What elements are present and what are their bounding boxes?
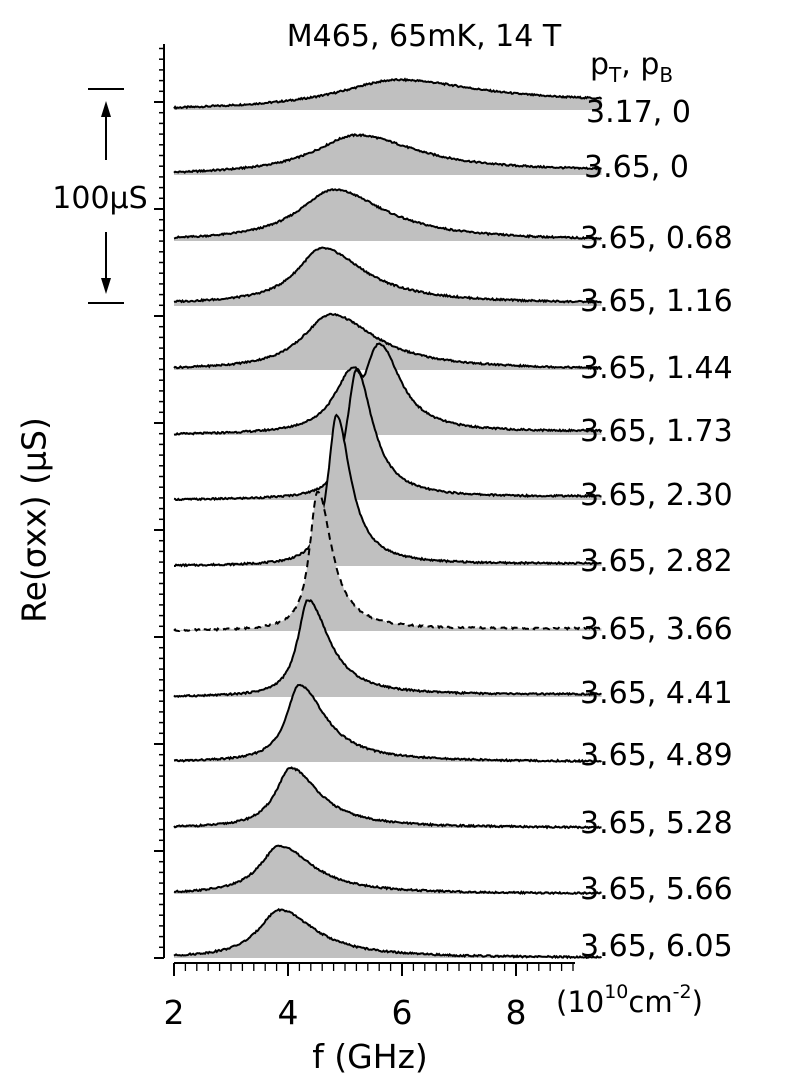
series-line [173,369,602,502]
series-fill [174,247,602,306]
scale-bar: 100μS [52,88,148,304]
density-unit-c: ) [692,985,703,1019]
scale-bar-up-arrow [101,101,111,117]
density-unit-a: (10 [556,985,604,1019]
series-line [173,907,603,960]
series-label: 3.65, 0.68 [580,221,733,256]
x-tick-label: 6 [392,993,413,1032]
x-tick-label: 2 [164,993,185,1032]
series-line-dashed [173,490,602,633]
series-line [173,766,602,830]
series-label: 3.65, 4.41 [580,676,733,711]
series-fill [174,684,602,762]
series-label: 3.65, 1.16 [580,284,733,319]
series-line [174,413,602,568]
x-tick-label: 8 [506,993,527,1032]
legend-header-sub2: B [659,63,673,87]
scale-bar-label: 100μS [52,181,147,216]
series-label: 3.65, 6.05 [580,929,733,964]
series-label: 3.65, 1.73 [580,414,733,449]
series-label: 3.65, 2.82 [580,544,733,579]
series-label: 3.65, 5.28 [580,806,733,841]
series-label: 3.65, 5.66 [580,872,733,907]
axes [154,44,575,976]
series-label: 3.65, 1.44 [580,351,733,386]
series-fill [174,343,602,435]
density-unit-exp2: -2 [673,981,692,1003]
x-tick-labels: 2 4 6 8 [164,993,527,1032]
series-line [173,133,602,174]
series-fill [174,370,602,500]
density-unit-label: (1010cm-2) [556,981,703,1019]
series-fill [174,189,602,241]
series-fill [174,845,602,894]
series-line [173,312,603,371]
legend-header-sub1: T [608,63,622,87]
series-fill [174,313,602,370]
series-line [173,246,603,305]
series-label: 3.65, 2.30 [580,478,733,513]
series-line [173,844,602,896]
chart-title: M465, 65mK, 14 T [287,19,562,54]
series-fill [174,600,602,697]
series-label: 3.65, 4.89 [580,738,733,773]
series-line [173,342,603,436]
series-label: 3.65, 3.66 [580,612,733,647]
series-fill [174,909,602,958]
y-axis-label: Re(σxx) (μS) [15,417,54,623]
series-line [173,188,603,241]
x-axis-label: f (GHz) [312,1037,428,1076]
series-line [173,77,603,110]
legend-header-p1: p [590,47,609,82]
density-unit-exp1: 10 [604,981,628,1003]
series-layer: 3.17, 0 3.65, 0 3.65, 0.68 3.65, 1.16 3.65, … [173,77,733,964]
legend-header-p2: , p [621,47,659,82]
legend-header: pT, pB [590,47,673,87]
series-label: 3.65, 0 [584,150,689,185]
series-line [173,683,602,764]
density-unit-b: cm [628,985,672,1019]
series-label: 3.17, 0 [586,95,691,130]
series-line [173,599,602,699]
scale-bar-down-arrow [101,278,111,294]
series-fill [174,767,602,828]
x-tick-label: 4 [278,993,299,1032]
